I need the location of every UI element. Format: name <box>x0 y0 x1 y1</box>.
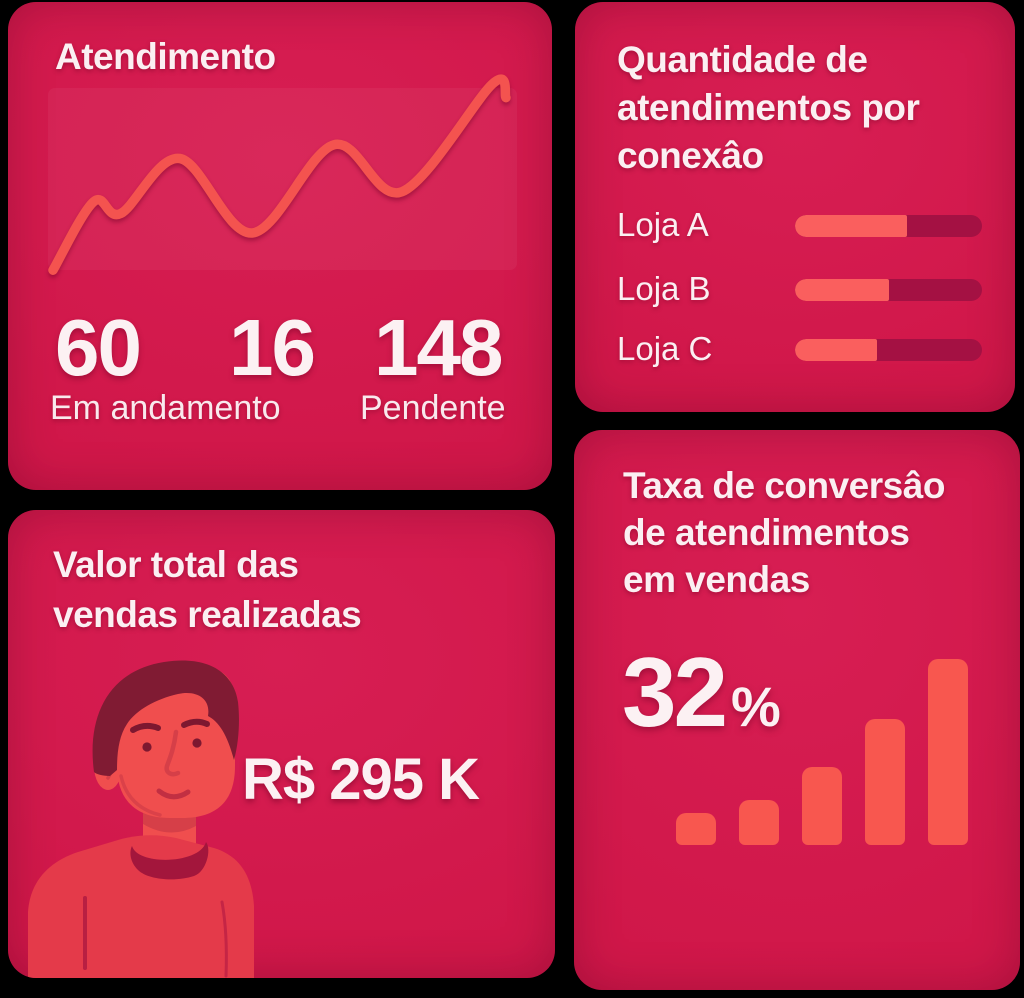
card-atendimento: Atendimento 60 16 148 Em andamento Pende… <box>8 2 552 490</box>
person-collar <box>130 842 209 880</box>
conversion-rate-value: 32 <box>622 637 728 747</box>
conversion-rate: 32 % <box>622 643 781 741</box>
progress-fill <box>795 279 889 301</box>
stat-label-em-andamento: Em andamento <box>50 389 281 427</box>
person-jaw-line <box>119 774 162 817</box>
card-conexao: Quantidade de atendimentos por conexâo L… <box>575 2 1015 412</box>
conexao-title: Quantidade de atendimentos por conexâo <box>617 36 920 180</box>
conexao-title-line2: atendimentos por <box>617 87 920 128</box>
connection-label-loja-b: Loja B <box>617 270 711 307</box>
conversao-title-line2: de atendimentos <box>623 512 910 553</box>
connection-label-loja-a: Loja A <box>617 206 709 243</box>
conversao-title-line3: em vendas <box>623 559 810 600</box>
person-eyebrow-right <box>181 718 210 728</box>
connection-row <box>795 339 982 361</box>
conversion-bar <box>802 767 842 845</box>
conexao-title-line3: conexâo <box>617 135 764 176</box>
conversion-bar <box>676 813 716 845</box>
conversion-bar <box>739 800 779 845</box>
shirt-crease-right <box>220 900 228 978</box>
atendimento-line-chart <box>48 74 517 275</box>
card-conversao: Taxa de conversâo de atendimentos em ven… <box>574 430 1020 990</box>
conversion-rate-unit: % <box>731 675 781 738</box>
vendas-title: Valor total das vendas realizadas <box>53 540 362 640</box>
card-vendas: Valor total das vendas realizadas R$ 295… <box>8 510 555 978</box>
connection-row <box>795 279 982 301</box>
trend-line <box>48 74 511 275</box>
chart-panel <box>48 88 517 270</box>
vendas-title-line1: Valor total das <box>53 544 299 585</box>
conversao-title: Taxa de conversâo de atendimentos em ven… <box>623 462 945 603</box>
person-eye-left <box>142 742 152 752</box>
person-eyebrow-left <box>130 722 161 733</box>
conversao-title-line1: Taxa de conversâo <box>623 465 945 506</box>
progress-fill <box>795 215 908 237</box>
conexao-title-line1: Quantidade de <box>617 39 868 80</box>
progress-fill <box>795 339 878 361</box>
stat-label-pendente: Pendente <box>360 389 506 427</box>
person-nose <box>164 729 181 777</box>
conversion-bar <box>865 719 905 845</box>
atendimento-title: Atendimento <box>55 36 276 77</box>
person-hair <box>92 660 239 776</box>
vendas-title-line2: vendas realizadas <box>53 594 362 635</box>
conversion-bar-chart <box>676 659 977 845</box>
person-mouth <box>156 788 191 800</box>
connection-row <box>795 215 982 237</box>
stat-value-pendente: 148 <box>374 303 503 392</box>
person-eye-right <box>192 738 202 748</box>
stat-value-em-andamento: 60 <box>55 303 142 392</box>
person-illustration <box>28 660 254 978</box>
conversion-bar <box>928 659 968 845</box>
stat-value-middle: 16 <box>229 303 316 392</box>
connection-label-loja-c: Loja C <box>617 330 713 367</box>
sales-amount: R$ 295 K <box>242 747 480 812</box>
